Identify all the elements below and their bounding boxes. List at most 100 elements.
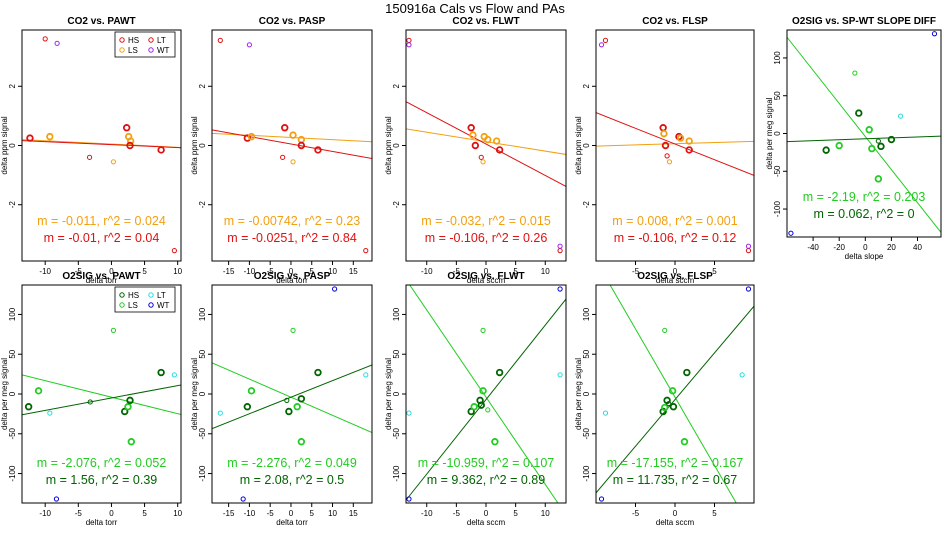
- x-tick-label: 15: [349, 509, 358, 518]
- plot-frame: [21, 284, 182, 504]
- legend-box: [114, 31, 176, 58]
- fit-annotation: m = -0.00742, r^2 = 0.23: [224, 214, 361, 228]
- data-point: [666, 400, 672, 407]
- x-axis-label: delta slope: [845, 252, 884, 261]
- plot-frame: [211, 284, 373, 504]
- data-point: [492, 137, 501, 145]
- y-tick-label: -50: [582, 427, 591, 439]
- fit-line: [212, 129, 372, 160]
- x-tick-label: 0: [289, 267, 294, 276]
- data-point: [314, 368, 322, 377]
- panel-title: CO2 vs. PASP: [259, 16, 326, 27]
- legend-label: LS: [128, 301, 138, 310]
- x-tick-label: 5: [513, 267, 518, 276]
- data-point: [171, 372, 177, 378]
- fit-annotation: m = 9.362, r^2 = 0.89: [427, 473, 545, 487]
- x-axis-label: delta sccm: [467, 518, 506, 527]
- x-tick-label: -15: [223, 509, 235, 518]
- y-tick-label: -100: [392, 465, 401, 482]
- x-tick-label: -10: [244, 509, 256, 518]
- fit-line: [212, 362, 372, 433]
- fit-annotation: m = -0.011, r^2 = 0.024: [37, 214, 166, 228]
- fit-annotation: m = -0.01, r^2 = 0.04: [44, 231, 160, 245]
- data-point: [406, 410, 412, 416]
- x-tick-label: -10: [39, 509, 51, 518]
- data-point: [662, 327, 668, 333]
- data-point: [666, 159, 673, 165]
- plot-frame: [786, 29, 942, 238]
- data-point: [126, 137, 135, 145]
- data-point: [47, 410, 53, 416]
- legend-label: WT: [157, 301, 170, 310]
- data-point: [557, 248, 563, 254]
- data-point: [217, 37, 223, 43]
- x-tick-label: -40: [807, 243, 819, 252]
- x-tick-label: -5: [75, 509, 83, 518]
- y-tick-label: -2: [198, 201, 207, 209]
- panel-title: CO2 vs. FLSP: [642, 16, 708, 27]
- y-tick-label: 100: [773, 51, 782, 65]
- data-point: [602, 37, 609, 43]
- x-tick-label: 0: [673, 267, 678, 276]
- data-point: [297, 135, 306, 144]
- data-points: [598, 286, 752, 502]
- data-point: [479, 387, 487, 395]
- y-axis-label: delta ppm signal: [190, 116, 199, 174]
- data-point: [598, 42, 605, 48]
- data-points: [217, 37, 369, 254]
- y-tick-label: 50: [582, 349, 591, 358]
- fit-line: [596, 305, 754, 494]
- data-point: [124, 403, 132, 411]
- data-point: [363, 372, 369, 378]
- data-point: [240, 496, 246, 502]
- fit-line: [609, 285, 737, 503]
- fit-annotation: m = -2.19, r^2 = 0.203: [803, 190, 926, 204]
- data-points: [406, 37, 563, 254]
- fit-line: [22, 384, 181, 416]
- fit-line: [212, 364, 372, 430]
- legend-marker: [119, 302, 125, 308]
- x-tick-label: 5: [142, 509, 147, 518]
- x-tick-label: 10: [541, 267, 550, 276]
- x-tick-label: 10: [541, 509, 550, 518]
- data-point: [281, 124, 289, 132]
- legend: HS LT LS WT: [114, 286, 176, 313]
- data-point: [280, 154, 286, 160]
- data-point: [157, 146, 165, 154]
- fit-annotation: m = -2.276, r^2 = 0.049: [227, 456, 357, 470]
- data-point: [406, 42, 412, 48]
- x-axis-label: delta torr: [86, 518, 118, 527]
- panel-title: O2SIG vs. SP-WT SLOPE DIFF: [792, 16, 936, 27]
- y-tick-label: -50: [392, 427, 401, 439]
- x-tick-label: 5: [142, 267, 147, 276]
- fit-lines: [596, 112, 754, 176]
- data-point: [127, 438, 136, 446]
- fit-line: [409, 285, 559, 503]
- data-point: [46, 132, 54, 141]
- y-axis-label: delta ppm signal: [384, 116, 393, 174]
- fit-annotation: m = 0.008, r^2 = 0.001: [612, 214, 737, 228]
- plot-frame: [595, 29, 755, 262]
- data-point: [745, 243, 752, 249]
- legend-label: LT: [157, 36, 166, 45]
- data-point: [471, 141, 480, 150]
- x-tick-label: 40: [913, 243, 922, 252]
- data-point: [243, 403, 252, 411]
- y-tick-label: -2: [8, 201, 17, 209]
- plot-frame: [595, 284, 755, 504]
- figure-title: 150916a Cals vs Flow and PAs: [385, 1, 565, 16]
- y-axis-label: delta per meg signal: [0, 358, 9, 430]
- fit-line: [787, 36, 941, 233]
- x-tick-label: 10: [328, 509, 337, 518]
- data-point: [495, 368, 504, 377]
- fit-annotation: m = -2.076, r^2 = 0.052: [37, 456, 167, 470]
- y-axis-label: delta per meg signal: [190, 358, 199, 430]
- panel-title: CO2 vs. FLWT: [452, 16, 519, 27]
- data-point: [680, 438, 689, 446]
- panel-title: CO2 vs. PAWT: [67, 16, 135, 27]
- legend-marker: [119, 47, 125, 53]
- data-point: [122, 124, 131, 132]
- data-point: [668, 387, 677, 395]
- data-point: [171, 248, 177, 254]
- x-tick-label: 10: [173, 267, 182, 276]
